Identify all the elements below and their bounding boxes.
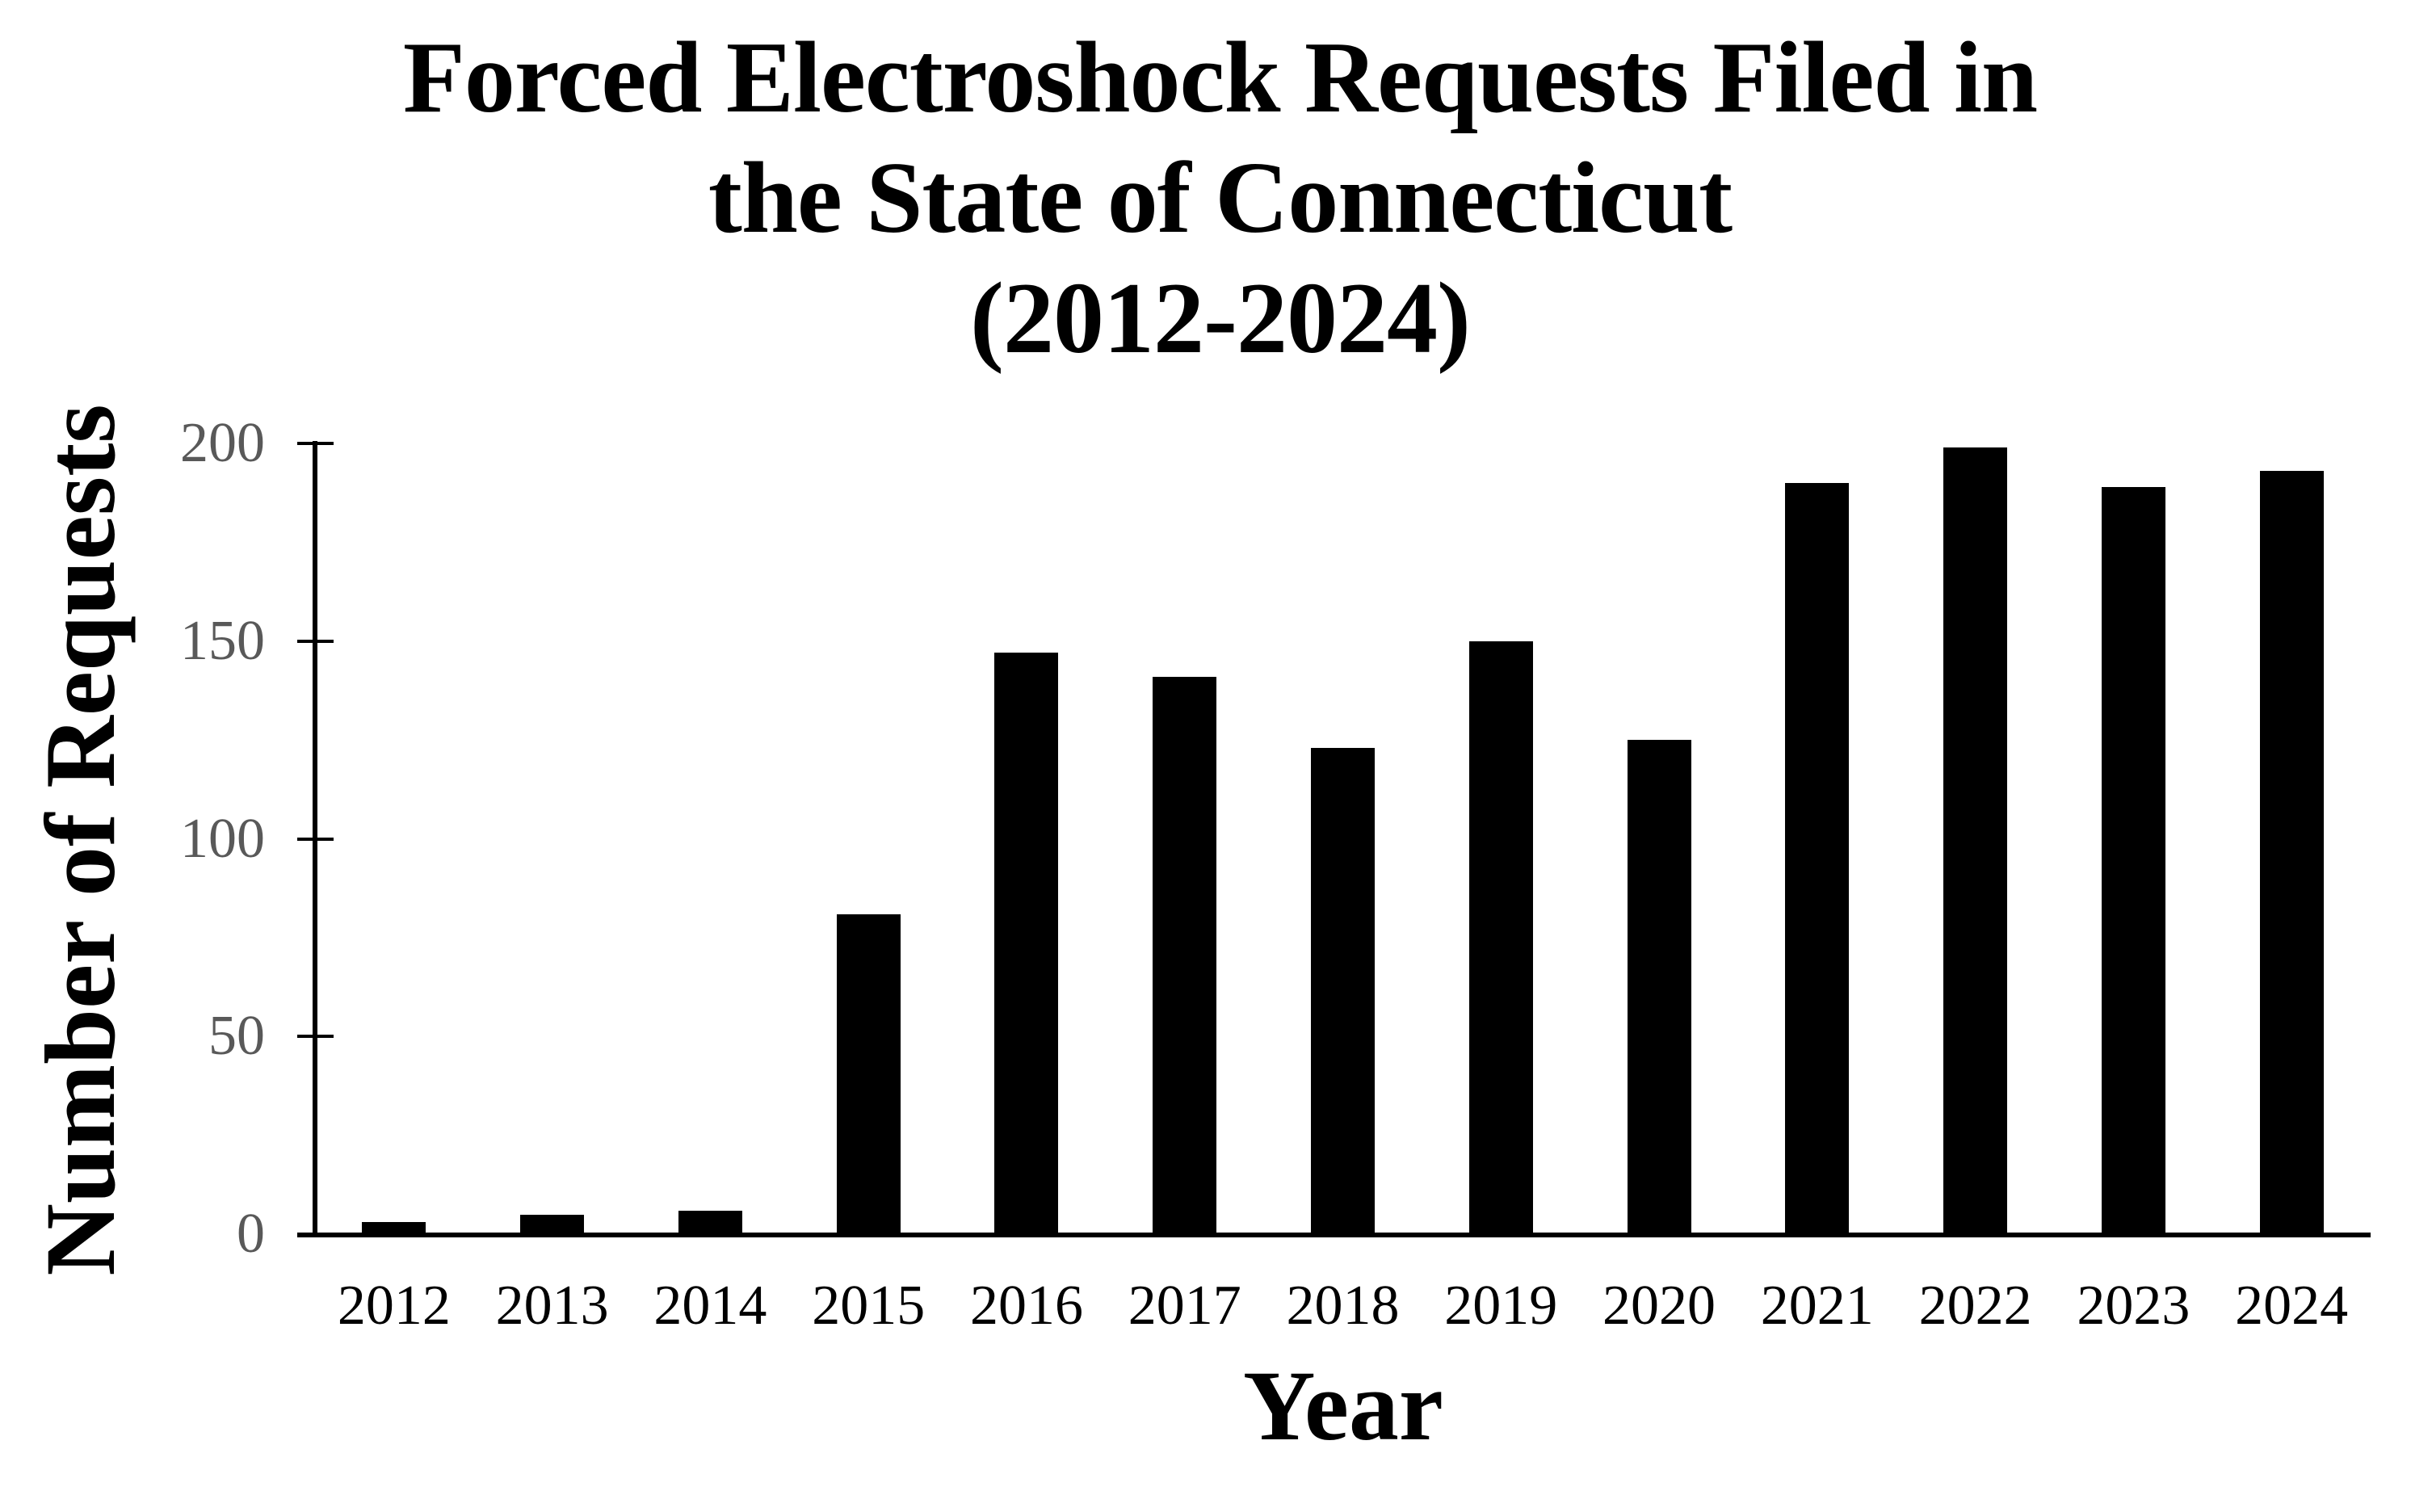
- x-axis-title: Year: [1243, 1350, 1443, 1461]
- x-tick-label-2014: 2014: [653, 1275, 767, 1337]
- y-tick-150: [297, 639, 334, 643]
- bar-2017: [1153, 676, 1217, 1234]
- bar-2022: [1943, 447, 2008, 1234]
- x-tick-label-2023: 2023: [2077, 1275, 2190, 1337]
- bar-2014: [678, 1210, 742, 1234]
- x-tick-label-2020: 2020: [1602, 1275, 1716, 1337]
- y-tick-label-200: 200: [180, 412, 265, 474]
- x-tick-label-2016: 2016: [969, 1275, 1083, 1337]
- x-tick-label-2021: 2021: [1760, 1275, 1874, 1337]
- chart-title-line-1: Forced Electroshock Requests Filed in: [402, 22, 2038, 134]
- x-tick-label-2018: 2018: [1286, 1275, 1400, 1337]
- bar-2018: [1311, 747, 1375, 1234]
- y-tick-label-100: 100: [180, 807, 265, 870]
- chart-title: Forced Electroshock Requests Filed in th…: [15, 18, 2411, 379]
- x-tick-label-2024: 2024: [2235, 1275, 2349, 1337]
- bar-2012: [362, 1222, 426, 1234]
- x-axis-line: [297, 1233, 2371, 1237]
- y-tick-100: [297, 837, 334, 841]
- bar-2021: [1785, 482, 1850, 1234]
- y-tick-label-0: 0: [237, 1203, 265, 1265]
- chart-title-line-2: the State of Connecticut: [708, 142, 1733, 254]
- x-tick-label-2017: 2017: [1128, 1275, 1241, 1337]
- bar-2015: [836, 914, 901, 1234]
- bar-2023: [2101, 486, 2165, 1234]
- x-tick-label-2019: 2019: [1444, 1275, 1558, 1337]
- bar-2020: [1627, 740, 1691, 1234]
- y-tick-50: [297, 1035, 334, 1039]
- y-tick-label-50: 50: [208, 1005, 265, 1068]
- bar-2013: [520, 1214, 585, 1234]
- x-tick-label-2012: 2012: [337, 1275, 451, 1337]
- bar-2019: [1468, 640, 1533, 1234]
- chart-title-line-3: (2012-2024): [970, 262, 1471, 375]
- bar-2016: [994, 653, 1059, 1234]
- x-tick-label-2022: 2022: [1918, 1275, 2032, 1337]
- bar-2024: [2259, 471, 2324, 1234]
- x-tick-label-2013: 2013: [495, 1275, 609, 1337]
- y-tick-label-150: 150: [180, 609, 265, 672]
- y-tick-200: [297, 442, 334, 445]
- x-tick-label-2015: 2015: [812, 1275, 926, 1337]
